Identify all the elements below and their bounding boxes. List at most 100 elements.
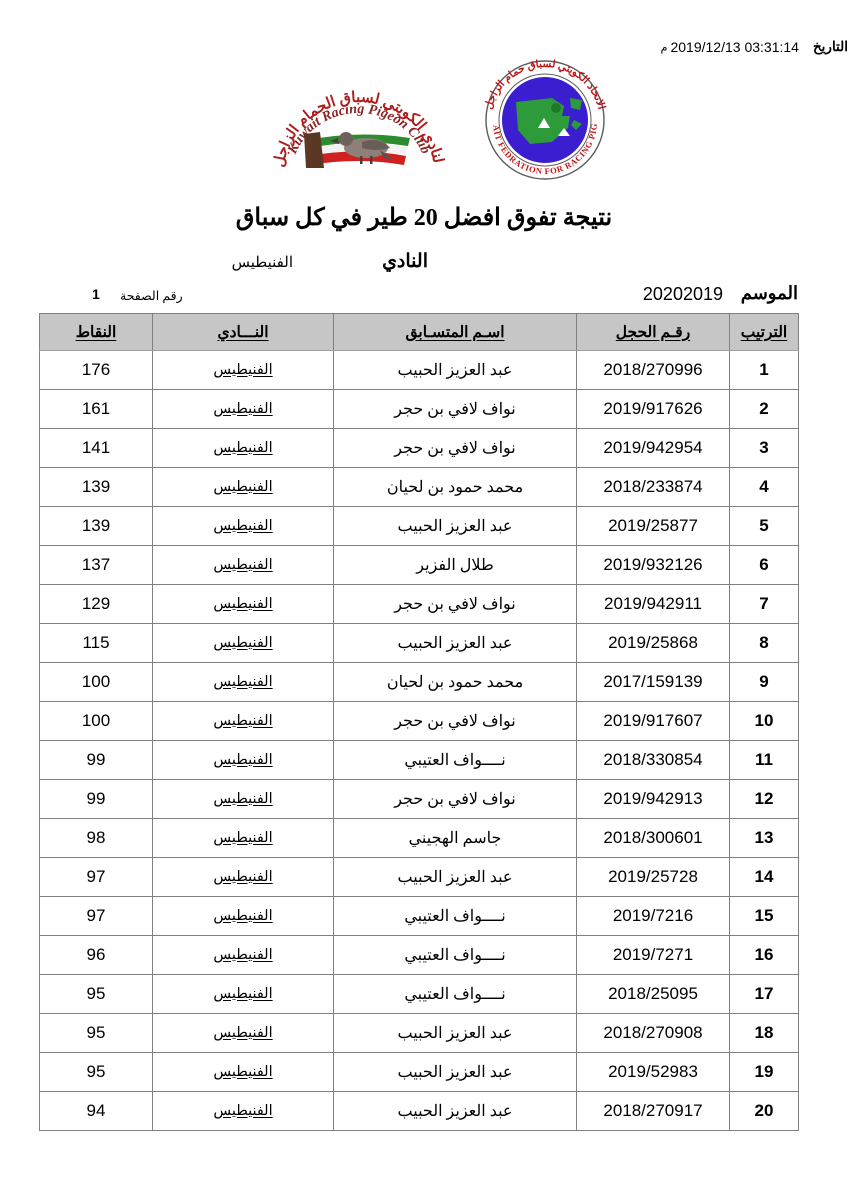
club-name-text: الفنيطيس <box>213 751 273 768</box>
cell-name: نواف لافي بن حجر <box>333 584 577 624</box>
table-row: 20 2018/270917 عبد العزيز الحبيب الفنيطيس 94 <box>39 1091 799 1131</box>
column-header-club: النـــادي <box>152 313 334 351</box>
cell-club: الفنيطيس <box>152 974 334 1014</box>
cell-name: نواف لافي بن حجر <box>333 701 577 741</box>
club-name-text: الفنيطيس <box>213 907 273 924</box>
cell-club: الفنيطيس <box>152 1091 334 1131</box>
cell-name: عبد العزيز الحبيب <box>333 1052 577 1092</box>
club-name-text: الفنيطيس <box>213 517 273 534</box>
cell-rank: 4 <box>729 467 799 507</box>
cell-club: الفنيطيس <box>152 701 334 741</box>
cell-ring: 2019/942954 <box>576 428 730 468</box>
club-name-text: الفنيطيس <box>213 361 273 378</box>
cell-ring: 2018/25095 <box>576 974 730 1014</box>
club-name-text: الفنيطيس <box>213 556 273 573</box>
table-row: 4 2018/233874 محمد حمود بن لحيان الفنيطيس 13… <box>39 467 799 507</box>
cell-ring: 2018/233874 <box>576 467 730 507</box>
cell-points: 97 <box>39 857 153 897</box>
cell-rank: 3 <box>729 428 799 468</box>
cell-points: 115 <box>39 623 153 663</box>
cell-name: عبد العزيز الحبيب <box>333 623 577 663</box>
club-name-text: الفنيطيس <box>213 1063 273 1080</box>
club-name-text: الفنيطيس <box>213 946 273 963</box>
cell-rank: 8 <box>729 623 799 663</box>
cell-points: 176 <box>39 350 153 390</box>
table-row: 2 2019/917626 نواف لافي بن حجر الفنيطيس 161 <box>39 389 799 429</box>
cell-points: 139 <box>39 506 153 546</box>
cell-points: 95 <box>39 1013 153 1053</box>
table-header-row: الترتيب رقـم الحجل اسـم المتسـابق النـــ… <box>39 313 799 351</box>
cell-name: جاسم الهجيني <box>333 818 577 858</box>
table-row: 13 2018/300601 جاسم الهجيني الفنيطيس 98 <box>39 818 799 858</box>
cell-ring: 2019/942913 <box>576 779 730 819</box>
cell-points: 161 <box>39 389 153 429</box>
cell-points: 97 <box>39 896 153 936</box>
table-row: 7 2019/942911 نواف لافي بن حجر الفنيطيس 129 <box>39 584 799 624</box>
cell-name: محمد حمود بن لحيان <box>333 467 577 507</box>
cell-club: الفنيطيس <box>152 506 334 546</box>
cell-rank: 1 <box>729 350 799 390</box>
club-name-text: الفنيطيس <box>213 712 273 729</box>
cell-points: 99 <box>39 779 153 819</box>
table-row: 6 2019/932126 طلال الفزير الفنيطيس 137 <box>39 545 799 585</box>
cell-ring: 2019/25877 <box>576 506 730 546</box>
club-name-text: الفنيطيس <box>213 478 273 495</box>
cell-ring: 2018/270908 <box>576 1013 730 1053</box>
cell-rank: 11 <box>729 740 799 780</box>
cell-points: 96 <box>39 935 153 975</box>
club-name-text: الفنيطيس <box>213 400 273 417</box>
cell-points: 98 <box>39 818 153 858</box>
table-header: الترتيب رقـم الحجل اسـم المتسـابق النـــ… <box>39 313 799 351</box>
cell-club: الفنيطيس <box>152 584 334 624</box>
cell-rank: 6 <box>729 545 799 585</box>
cell-club: الفنيطيس <box>152 857 334 897</box>
cell-rank: 14 <box>729 857 799 897</box>
cell-name: نواف لافي بن حجر <box>333 428 577 468</box>
cell-rank: 7 <box>729 584 799 624</box>
date-meridiem: م <box>660 41 668 54</box>
cell-name: عبد العزيز الحبيب <box>333 1091 577 1131</box>
date-label: التاريخ <box>812 39 848 54</box>
cell-rank: 18 <box>729 1013 799 1053</box>
column-header-points: النقاط <box>39 313 153 351</box>
cell-rank: 15 <box>729 896 799 936</box>
table-row: 16 2019/7271 نــــواف العتيبي الفنيطيس 96 <box>39 935 799 975</box>
club-line: النادي الفنيطيس <box>0 250 848 276</box>
cell-points: 129 <box>39 584 153 624</box>
column-header-name: اسـم المتسـابق <box>333 313 577 351</box>
cell-name: عبد العزيز الحبيب <box>333 506 577 546</box>
cell-name: نواف لافي بن حجر <box>333 389 577 429</box>
cell-points: 95 <box>39 1052 153 1092</box>
cell-points: 100 <box>39 662 153 702</box>
club-name-text: الفنيطيس <box>213 985 273 1002</box>
cell-name: عبد العزيز الحبيب <box>333 350 577 390</box>
date-value: 2019/12/13 03:31:14 <box>670 39 799 55</box>
club-name-text: الفنيطيس <box>213 790 273 807</box>
cell-name: نــــواف العتيبي <box>333 974 577 1014</box>
cell-rank: 16 <box>729 935 799 975</box>
club-name-text: الفنيطيس <box>213 1024 273 1041</box>
results-table-container: الترتيب رقـم الحجل اسـم المتسـابق النـــ… <box>39 313 799 1131</box>
cell-points: 95 <box>39 974 153 1014</box>
table-row: 14 2019/25728 عبد العزيز الحبيب الفنيطيس 97 <box>39 857 799 897</box>
cell-points: 139 <box>39 467 153 507</box>
table-row: 15 2019/7216 نــــواف العتيبي الفنيطيس 97 <box>39 896 799 936</box>
page-number-value: 1 <box>92 286 100 302</box>
page-number-label: رقم الصفحة <box>120 289 183 303</box>
cell-club: الفنيطيس <box>152 740 334 780</box>
cell-name: عبد العزيز الحبيب <box>333 857 577 897</box>
club-value: الفنيطيس <box>231 255 293 271</box>
cell-rank: 9 <box>729 662 799 702</box>
table-row: 18 2018/270908 عبد العزيز الحبيب الفنيطيس 95 <box>39 1013 799 1053</box>
logo-row: النادي الكويتي لسباق الحمام الزاجل Kuwai… <box>0 50 848 183</box>
page-title: نتيجة تفوق افضل 20 طير في كل سباق <box>235 205 613 231</box>
cell-name: نــــواف العتيبي <box>333 935 577 975</box>
cell-rank: 10 <box>729 701 799 741</box>
cell-points: 141 <box>39 428 153 468</box>
cell-ring: 2019/942911 <box>576 584 730 624</box>
column-header-ring: رقـم الحجل <box>576 313 730 351</box>
table-row: 5 2019/25877 عبد العزيز الحبيب الفنيطيس 139 <box>39 506 799 546</box>
kuwait-federation-for-racing-pigeon-logo: الاتحاد الكويتي لسباق حمام الزاجل KUWAIT… <box>474 50 612 182</box>
cell-name: نواف لافي بن حجر <box>333 779 577 819</box>
